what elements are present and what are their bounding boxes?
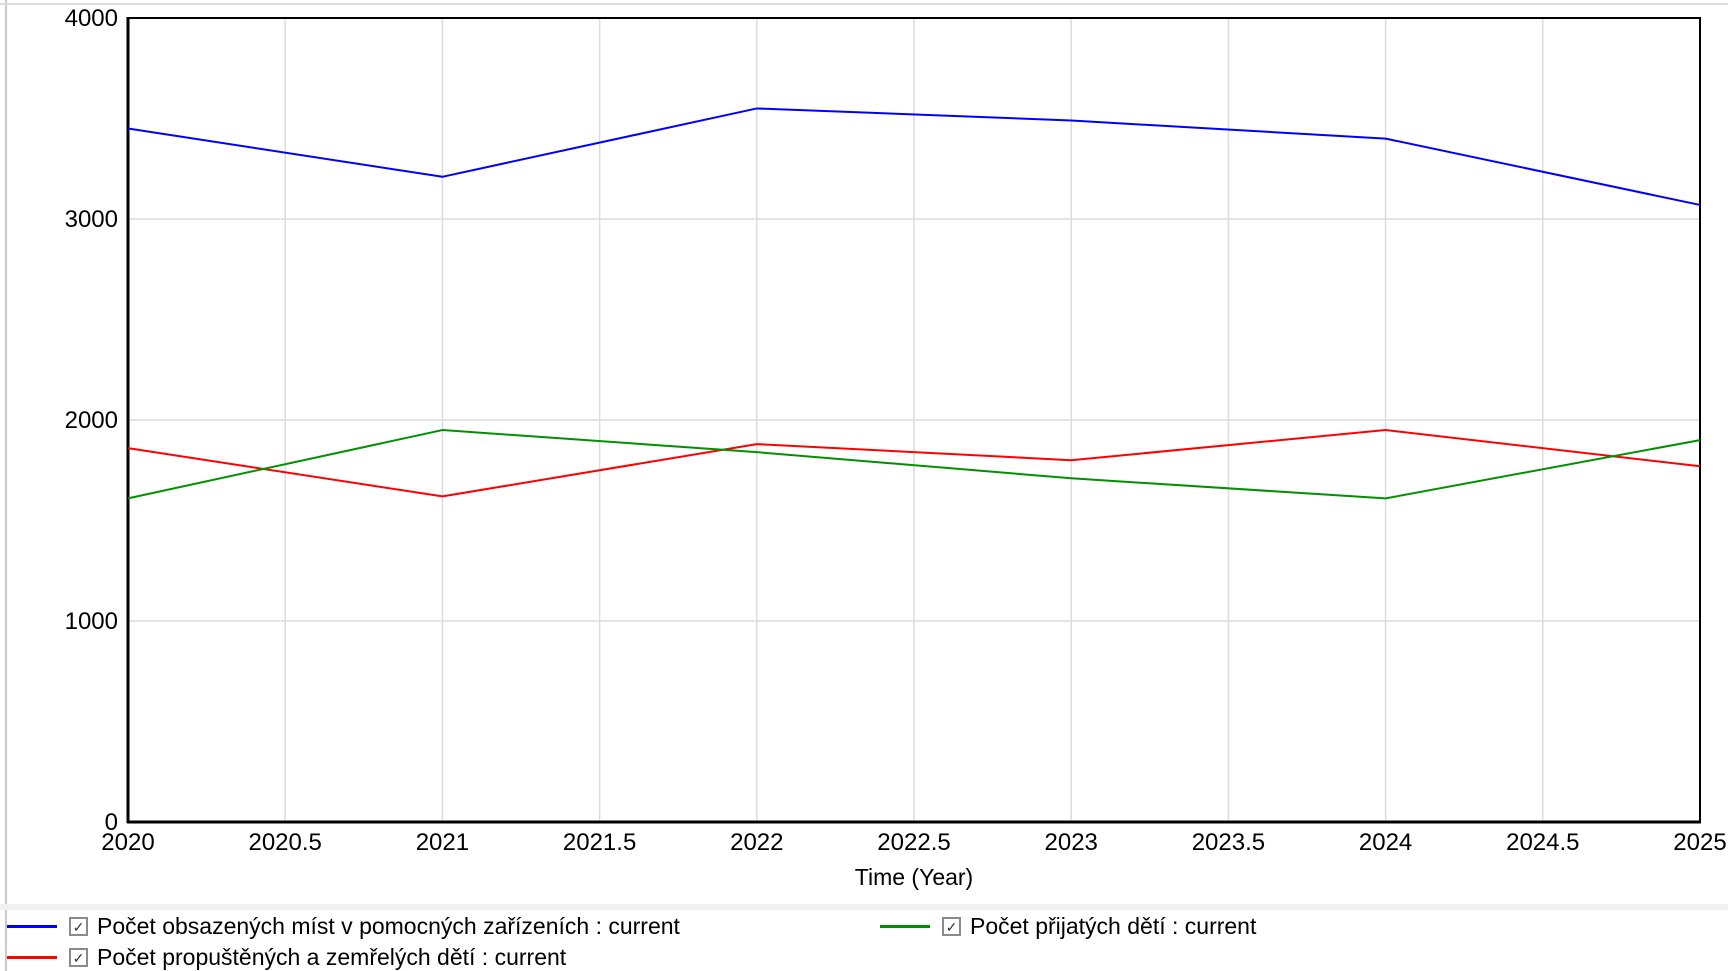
y-tick-label: 0 [105,809,118,836]
legend-item: ✓ Počet propuštěných a zemřelých dětí : c… [7,942,680,971]
x-tick-label: 2020.5 [248,829,321,856]
series-line-0 [127,107,1701,206]
y-tick-label: 2000 [65,407,118,434]
x-tick-label: 2021.5 [563,829,636,856]
legend-column-right: ✓ Počet přijatých dětí : current [880,911,1256,942]
y-tick-label: 3000 [65,206,118,233]
legend-item-label: Počet propuštěných a zemřelých dětí : cu… [97,944,567,970]
series-line-1 [127,429,1701,498]
x-tick-label: 2025 [1673,829,1726,856]
y-tick-label: 4000 [65,5,118,32]
legend-column-left: ✓ Počet obsazených míst v pomocných zaříz… [7,911,680,971]
window-border-top [0,3,1728,5]
x-tick-label: 2022.5 [877,829,950,856]
window-border-left [5,0,7,971]
legend-line-swatch [880,925,930,928]
legend-divider [0,904,1728,910]
legend-item-label: Počet přijatých dětí : current [970,913,1257,939]
x-tick-label: 2024 [1359,829,1412,856]
x-tick-label: 2021 [416,829,469,856]
checkbox-checked-icon[interactable]: ✓ [69,948,88,967]
checkbox-checked-icon[interactable]: ✓ [69,917,88,936]
x-tick-label: 2020 [101,829,154,856]
x-tick-label: 2023.5 [1192,829,1265,856]
checkbox-checked-icon[interactable]: ✓ [942,917,961,936]
legend-line-swatch [7,925,57,928]
legend-item: ✓ Počet přijatých dětí : current [880,911,1256,942]
x-tick-label: 2023 [1045,829,1098,856]
legend-line-swatch [7,956,57,959]
x-axis-title: Time (Year) [854,864,974,890]
x-tick-label: 2024.5 [1506,829,1579,856]
series-line-2 [127,429,1701,500]
legend-item: ✓ Počet obsazených míst v pomocných zaříz… [7,911,680,942]
x-tick-label: 2022 [730,829,783,856]
legend-item-label: Počet obsazených míst v pomocných zaříze… [97,913,680,939]
y-tick-label: 1000 [65,608,118,635]
